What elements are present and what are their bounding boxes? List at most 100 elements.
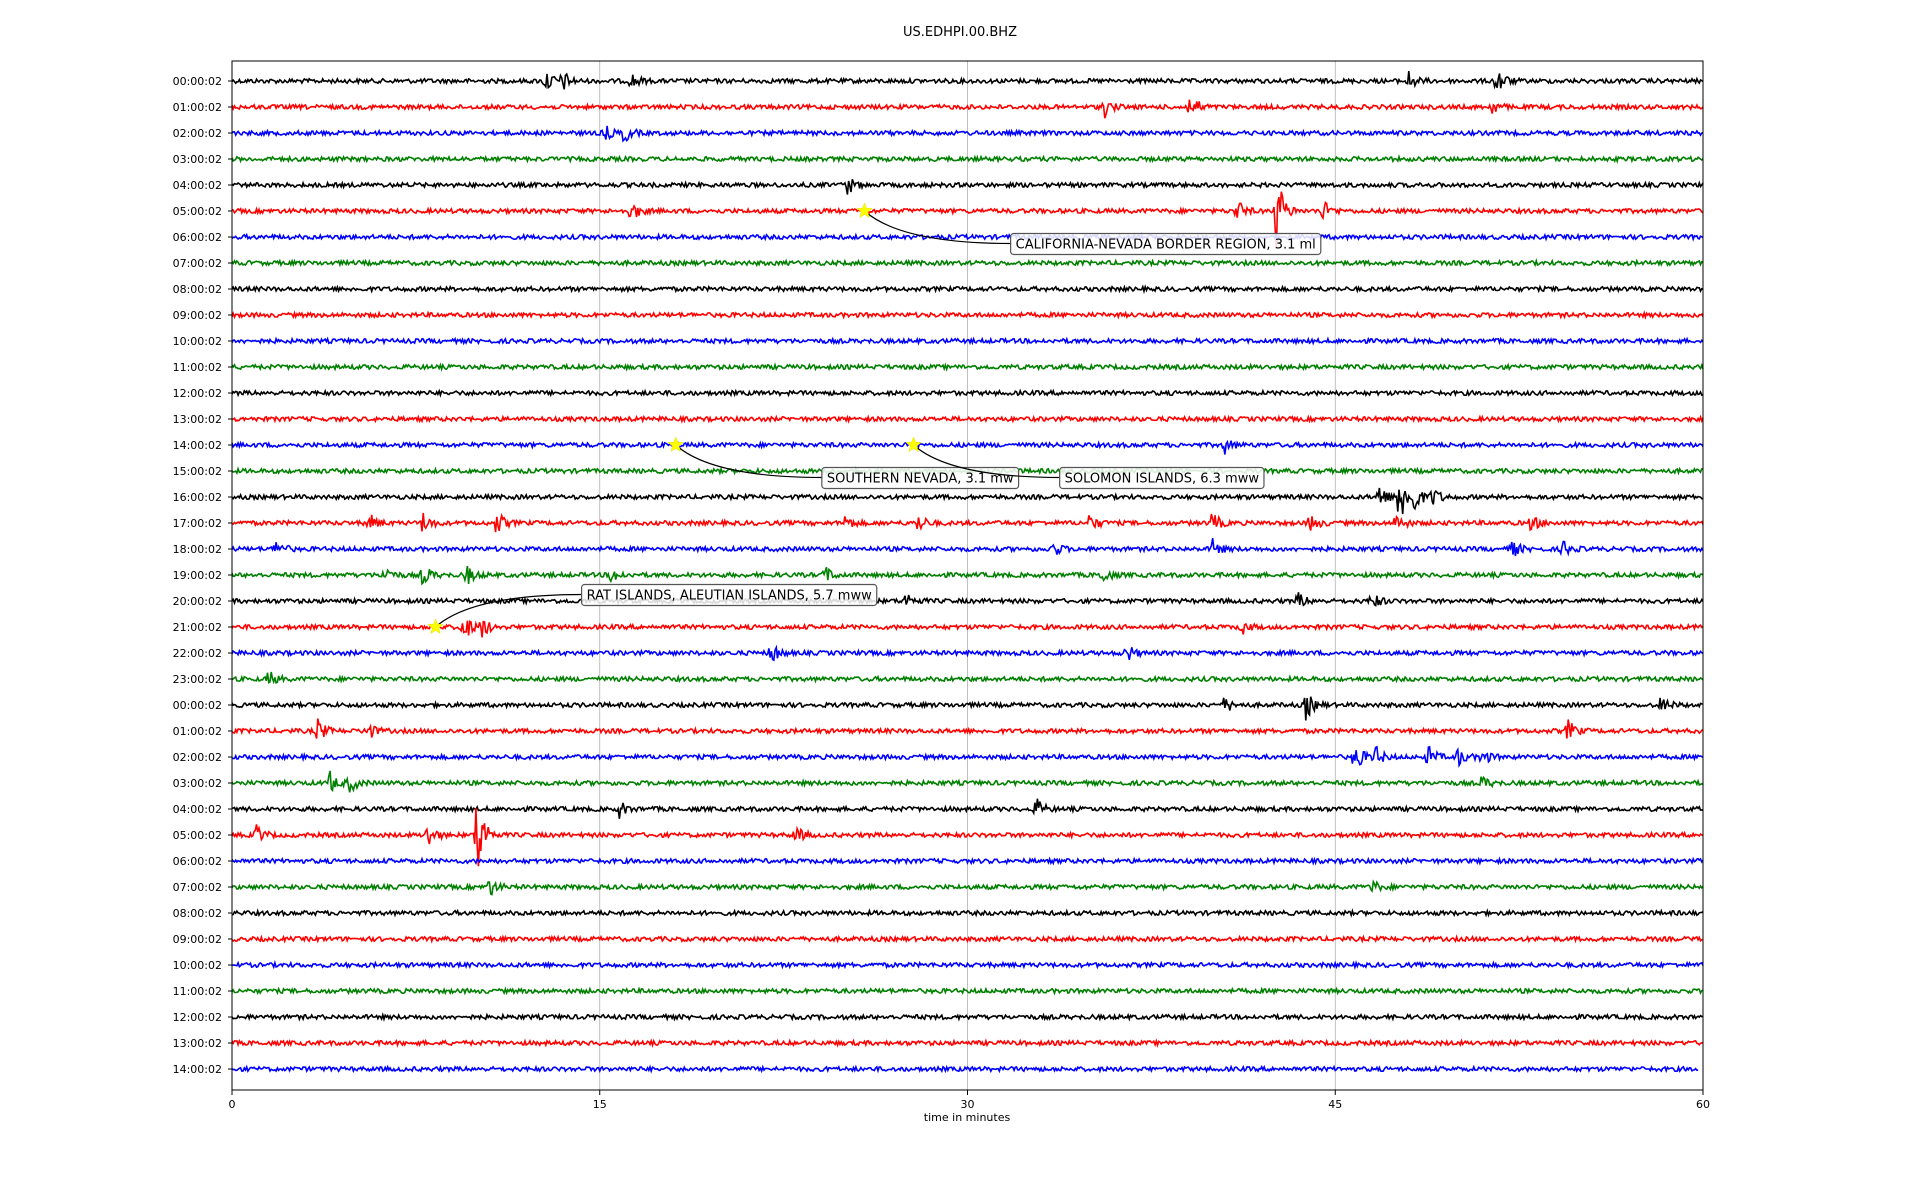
- y-tick-label: 09:00:02: [173, 309, 222, 322]
- y-tick-label: 10:00:02: [173, 335, 222, 348]
- seismic-trace: [231, 179, 1704, 195]
- y-tick-label: 20:00:02: [173, 595, 222, 608]
- seismic-trace: [231, 807, 1704, 867]
- x-tick-label: 0: [229, 1098, 236, 1111]
- seismic-trace: [231, 718, 1704, 739]
- y-tick-label: 00:00:02: [173, 75, 222, 88]
- traces: [231, 71, 1704, 1074]
- seismic-trace: [231, 745, 1704, 769]
- y-tick-label: 17:00:02: [173, 517, 222, 530]
- y-tick-label: 18:00:02: [173, 543, 222, 556]
- event-star-marker: [856, 202, 873, 219]
- seismic-trace: [231, 538, 1704, 557]
- seismic-trace: [231, 71, 1704, 90]
- y-tick-label: 16:00:02: [173, 491, 222, 504]
- seismic-trace: [231, 986, 1704, 996]
- y-tick-label: 23:00:02: [173, 673, 222, 686]
- event-star-marker: [905, 436, 922, 453]
- x-tick-label: 15: [593, 1098, 607, 1111]
- seismic-trace: [231, 310, 1704, 321]
- x-tick-label: 45: [1328, 1098, 1342, 1111]
- y-tick-label: 02:00:02: [173, 751, 222, 764]
- seismic-trace: [231, 1064, 1699, 1074]
- y-tick-label: 07:00:02: [173, 881, 222, 894]
- y-tick-label: 10:00:02: [173, 959, 222, 972]
- event-label: SOLOMON ISLANDS, 6.3 mww: [1065, 472, 1260, 487]
- y-tick-label: 12:00:02: [173, 1011, 222, 1024]
- event-leader-line: [913, 444, 1061, 479]
- seismic-trace: [231, 191, 1704, 249]
- y-tick-label: 05:00:02: [173, 205, 222, 218]
- seismic-trace: [231, 362, 1704, 373]
- event-label: RAT ISLANDS, ALEUTIAN ISLANDS, 5.7 mww: [587, 589, 872, 604]
- seismic-trace: [231, 231, 1704, 242]
- seismic-trace: [231, 565, 1704, 586]
- y-tick-label: 05:00:02: [173, 829, 222, 842]
- x-ticks: 0 15 30 45 60: [229, 1090, 1710, 1111]
- seismic-trace: [231, 959, 1704, 971]
- y-tick-label: 04:00:02: [173, 179, 222, 192]
- event-leader-line: [435, 593, 583, 628]
- y-tick-label: 01:00:02: [173, 725, 222, 738]
- y-tick-label: 03:00:02: [173, 777, 222, 790]
- y-tick-label: 15:00:02: [173, 465, 222, 478]
- seismic-trace: [231, 1011, 1704, 1023]
- seismic-trace: [231, 934, 1704, 944]
- seismic-trace: [231, 388, 1704, 398]
- seismic-trace: [231, 620, 1704, 638]
- event-label-box: [1059, 466, 1265, 490]
- y-tick-label: 13:00:02: [173, 413, 222, 426]
- seismic-trace: [231, 154, 1704, 164]
- y-tick-label: 04:00:02: [173, 803, 222, 816]
- event-star-marker: [427, 618, 444, 635]
- y-tick-label: 09:00:02: [173, 933, 222, 946]
- y-tick-label: 08:00:02: [173, 283, 222, 296]
- event-label-box: [580, 583, 878, 607]
- seismic-trace: [231, 671, 1704, 685]
- seismic-trace: [231, 125, 1704, 143]
- y-tick-label: 00:00:02: [173, 699, 222, 712]
- y-tick-label: 06:00:02: [173, 855, 222, 868]
- y-tick-label: 14:00:02: [173, 439, 222, 452]
- event-label-box: [1010, 232, 1322, 256]
- y-tick-label: 19:00:02: [173, 569, 222, 582]
- y-tick-label: 21:00:02: [173, 621, 222, 634]
- y-tick-label: 11:00:02: [173, 985, 222, 998]
- seismic-trace: [231, 487, 1704, 515]
- y-tick-label: 07:00:02: [173, 257, 222, 270]
- seismic-trace: [231, 798, 1704, 819]
- x-tick-label: 60: [1696, 1098, 1710, 1111]
- y-tick-label: 01:00:02: [173, 101, 222, 114]
- y-tick-label: 13:00:02: [173, 1037, 222, 1050]
- y-tick-label: 14:00:02: [173, 1063, 222, 1076]
- event-label-box: [821, 466, 1020, 490]
- y-tick-label: 06:00:02: [173, 231, 222, 244]
- y-tick-label: 08:00:02: [173, 907, 222, 920]
- seismic-trace: [231, 99, 1704, 119]
- x-tick-label: 30: [961, 1098, 975, 1111]
- seismic-trace: [231, 592, 1704, 607]
- event-star-marker: [667, 436, 685, 453]
- event-leader-line: [675, 444, 823, 479]
- event-leader-line: [864, 210, 1012, 245]
- seismic-trace: [231, 1038, 1704, 1049]
- seismic-trace: [231, 414, 1704, 424]
- seismic-trace: [231, 512, 1704, 533]
- y-tick-label: 11:00:02: [173, 361, 222, 374]
- seismic-trace: [231, 856, 1704, 866]
- seismic-trace: [231, 908, 1704, 918]
- seismic-trace: [231, 439, 1704, 455]
- seismic-trace: [231, 336, 1704, 346]
- seismic-trace: [231, 879, 1704, 896]
- y-tick-labels: 00:00:02 01:00:02 02:00:02 03:00:02 04:00:02…: [173, 75, 232, 1076]
- seismic-trace: [231, 770, 1704, 793]
- event-label: SOUTHERN NEVADA, 3.1 mw: [827, 472, 1014, 487]
- seismic-trace: [231, 257, 1704, 268]
- y-tick-label: 22:00:02: [173, 647, 222, 660]
- y-tick-label: 03:00:02: [173, 153, 222, 166]
- chart-title: US.EDHPI.00.BHZ: [903, 25, 1017, 40]
- seismic-trace: [231, 644, 1704, 662]
- event-annotations: CALIFORNIA-NEVADA BORDER REGION, 3.1 ml S…: [427, 202, 1322, 635]
- seismic-trace: [231, 696, 1703, 721]
